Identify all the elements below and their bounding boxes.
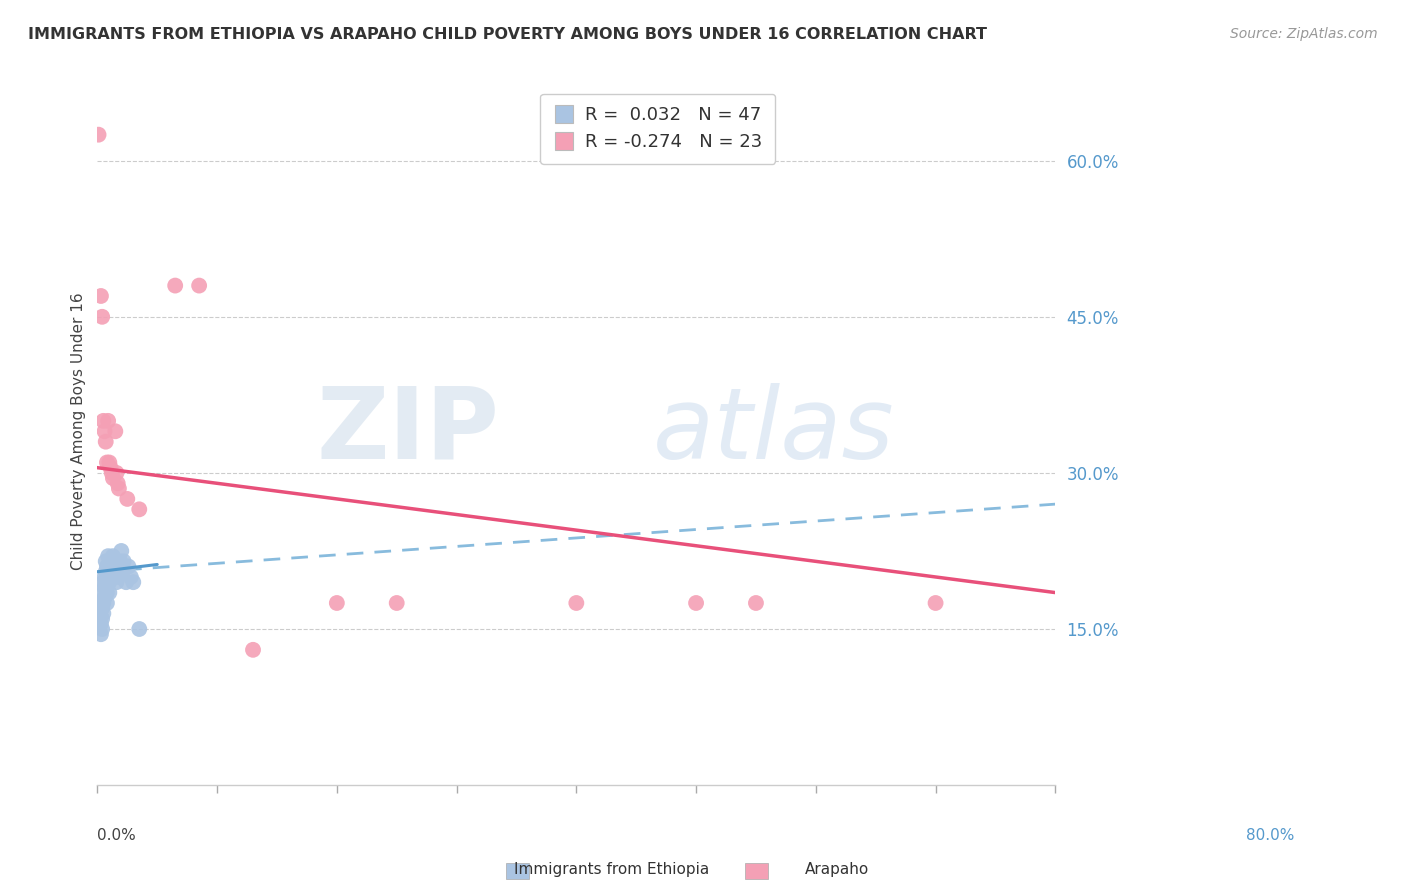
Point [94,575,117,590]
Point [117,559,139,574]
Point [188,278,211,293]
Point [112,554,135,568]
Point [91,585,114,599]
Point [97,559,120,574]
Point [120,570,142,584]
Point [110,544,132,558]
Point [128,622,150,636]
Point [326,596,349,610]
Text: 23: 23 [718,125,741,143]
Point [105,575,128,590]
Point [103,570,125,584]
Point [107,476,129,491]
Point [100,554,122,568]
Text: ZIP: ZIP [316,383,499,480]
Point [89,596,111,610]
Point [117,491,139,506]
Point [101,471,124,485]
Point [97,414,120,428]
Text: IMMIGRANTS FROM ETHIOPIA VS ARAPAHO CHILD POVERTY AMONG BOYS UNDER 16 CORRELATIO: IMMIGRANTS FROM ETHIOPIA VS ARAPAHO CHIL… [28,27,987,42]
Text: Source: ZipAtlas.com: Source: ZipAtlas.com [1230,27,1378,41]
Point [242,642,264,657]
Point [108,482,131,496]
Point [104,559,127,574]
Point [105,565,128,579]
Point [745,596,768,610]
Point [108,554,131,568]
Point [100,559,122,574]
Point [91,601,114,615]
Point [108,559,131,574]
Point [90,627,112,641]
Point [101,549,124,563]
Point [87,128,110,142]
Point [91,414,114,428]
Text: 80.0%: 80.0% [1247,828,1295,843]
Point [685,596,707,610]
Point [96,570,118,584]
Point [93,424,115,438]
Point [94,554,117,568]
Point [105,466,128,480]
Point [94,434,117,449]
Point [98,565,121,579]
Point [91,310,114,324]
Point [100,570,122,584]
Point [96,455,118,469]
Text: 0.0%: 0.0% [97,828,136,843]
Point [115,575,138,590]
Point [93,580,115,594]
Text: Immigrants from Ethiopia: Immigrants from Ethiopia [515,863,709,877]
Point [385,596,408,610]
Text: -0.274: -0.274 [620,125,678,143]
Point [100,466,122,480]
Text: 0.032: 0.032 [623,100,673,119]
Text: 47: 47 [718,100,741,119]
Point [165,278,187,293]
Legend: R =  0.032   N = 47, R = -0.274   N = 23: R = 0.032 N = 47, R = -0.274 N = 23 [540,94,775,164]
Point [96,596,118,610]
Point [98,455,121,469]
Point [924,596,946,610]
Point [98,575,121,590]
Point [98,585,121,599]
Point [94,565,117,579]
Point [91,596,114,610]
Text: Arapaho: Arapaho [804,863,869,877]
Point [90,616,112,631]
Point [96,559,118,574]
Point [565,596,588,610]
Point [91,611,114,625]
Point [100,460,122,475]
Point [90,289,112,303]
Point [91,575,114,590]
Point [96,585,118,599]
Point [97,549,120,563]
Point [107,570,129,584]
Point [101,559,124,574]
Point [104,424,127,438]
Y-axis label: Child Poverty Among Boys Under 16: Child Poverty Among Boys Under 16 [72,293,86,570]
Point [93,570,115,584]
Point [100,565,122,579]
Point [111,565,134,579]
Point [122,575,145,590]
Point [93,591,115,605]
Point [91,622,114,636]
Text: atlas: atlas [652,383,894,480]
Point [91,607,114,621]
Point [128,502,150,516]
Point [103,554,125,568]
